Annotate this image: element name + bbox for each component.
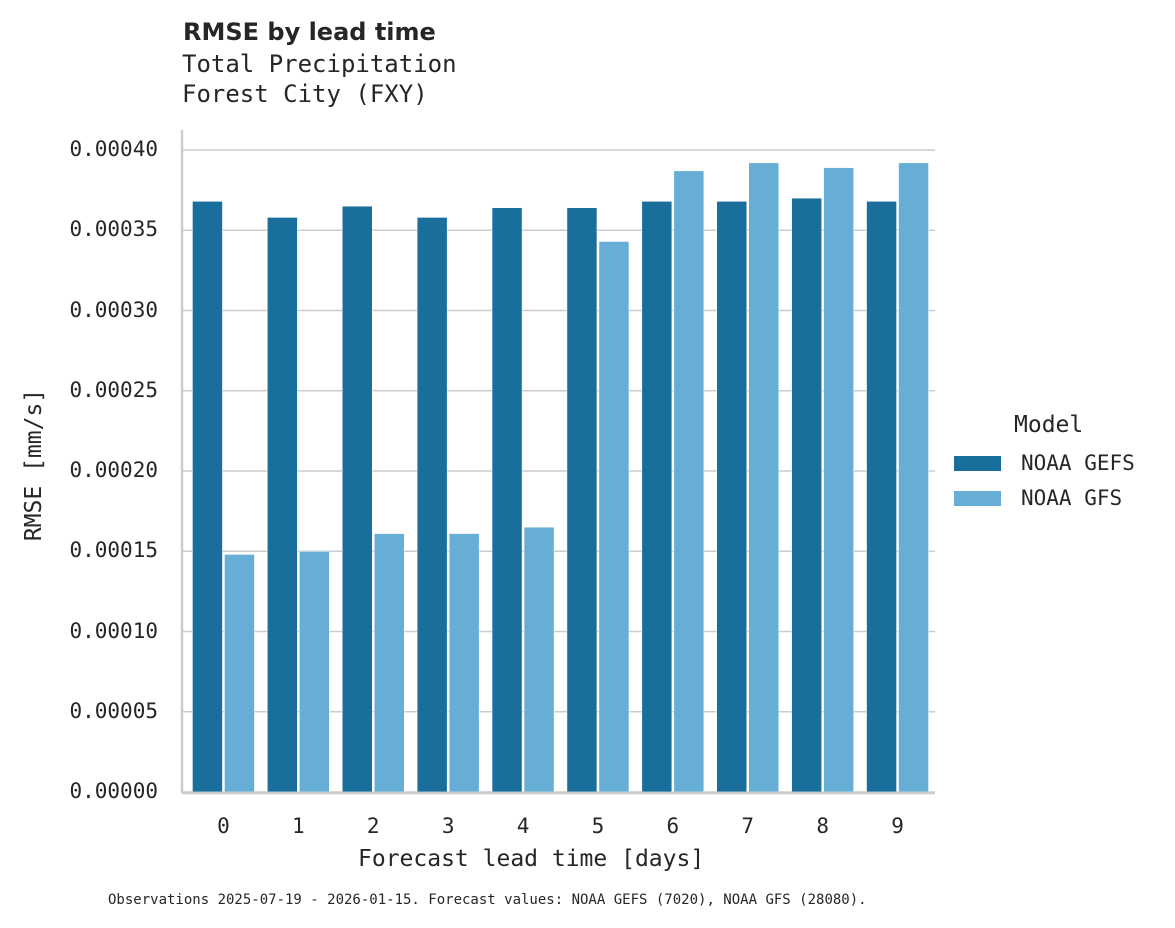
y-tick-label: 0.00030 bbox=[69, 297, 158, 322]
y-tick-label: 0.00010 bbox=[69, 618, 158, 643]
bar-noaa-gfs-6 bbox=[673, 170, 705, 793]
bar-noaa-gfs-0 bbox=[224, 554, 255, 793]
bar-noaa-gefs-6 bbox=[641, 201, 673, 793]
chart-title: RMSE by lead time bbox=[183, 18, 436, 46]
chart-subtitle-location: Forest City (FXY) bbox=[182, 80, 428, 108]
bar-noaa-gfs-5 bbox=[598, 241, 630, 793]
y-tick-label: 0.00000 bbox=[69, 779, 158, 803]
bar-noaa-gefs-9 bbox=[866, 201, 897, 793]
y-axis-label: RMSE [mm/s] bbox=[21, 388, 47, 542]
x-tick-label: 3 bbox=[441, 814, 455, 838]
bar-noaa-gefs-2 bbox=[342, 205, 373, 793]
bar-noaa-gfs-8 bbox=[823, 167, 854, 793]
x-tick-label: 9 bbox=[891, 814, 904, 838]
x-tick-label: 2 bbox=[366, 814, 380, 838]
legend-title: Model bbox=[1014, 412, 1084, 438]
bar-noaa-gefs-0 bbox=[192, 201, 223, 793]
y-tick-label: 0.00020 bbox=[69, 458, 158, 482]
footnote: Observations 2025-07-19 - 2026-01-15. Fo… bbox=[108, 892, 867, 908]
bar-noaa-gefs-3 bbox=[416, 217, 448, 793]
y-tick-label: 0.00035 bbox=[69, 217, 158, 242]
x-tick-label: 8 bbox=[816, 814, 829, 838]
x-tick-label: 6 bbox=[666, 814, 680, 838]
x-tick-label: 4 bbox=[516, 814, 530, 838]
legend-swatch-gfs bbox=[954, 490, 1001, 506]
bar-noaa-gefs-4 bbox=[491, 207, 523, 793]
legend-swatch-gefs bbox=[954, 455, 1001, 471]
y-tick-label: 0.00040 bbox=[69, 137, 158, 161]
x-tick-label: 0 bbox=[217, 814, 230, 838]
y-tick-label: 0.00015 bbox=[69, 538, 158, 563]
legend-item-gfs: NOAA GFS bbox=[954, 486, 1122, 510]
bar-noaa-gefs-8 bbox=[791, 197, 822, 793]
bar-noaa-gfs-2 bbox=[374, 533, 405, 793]
bar-noaa-gefs-1 bbox=[267, 217, 298, 793]
x-tick-label: 1 bbox=[292, 814, 305, 838]
legend-label-gfs: NOAA GFS bbox=[1021, 486, 1123, 510]
x-tick-label: 7 bbox=[741, 814, 755, 838]
bar-noaa-gefs-5 bbox=[566, 207, 598, 793]
bar-noaa-gefs-7 bbox=[716, 201, 747, 793]
bar-noaa-gfs-7 bbox=[748, 162, 779, 793]
y-tick-label: 0.00005 bbox=[69, 698, 158, 723]
x-tick-label: 5 bbox=[591, 814, 605, 838]
y-tick-label: 0.00025 bbox=[69, 377, 158, 402]
bar-noaa-gfs-9 bbox=[898, 162, 929, 793]
x-axis-label: Forecast lead time [days] bbox=[358, 846, 705, 872]
bar-noaa-gfs-4 bbox=[523, 526, 555, 793]
legend-label-gefs: NOAA GEFS bbox=[1021, 451, 1135, 475]
chart-subtitle-variable: Total Precipitation bbox=[182, 50, 457, 78]
legend-item-gefs: NOAA GEFS bbox=[954, 451, 1135, 475]
bar-noaa-gfs-1 bbox=[299, 551, 330, 793]
bar-noaa-gfs-3 bbox=[448, 533, 480, 793]
